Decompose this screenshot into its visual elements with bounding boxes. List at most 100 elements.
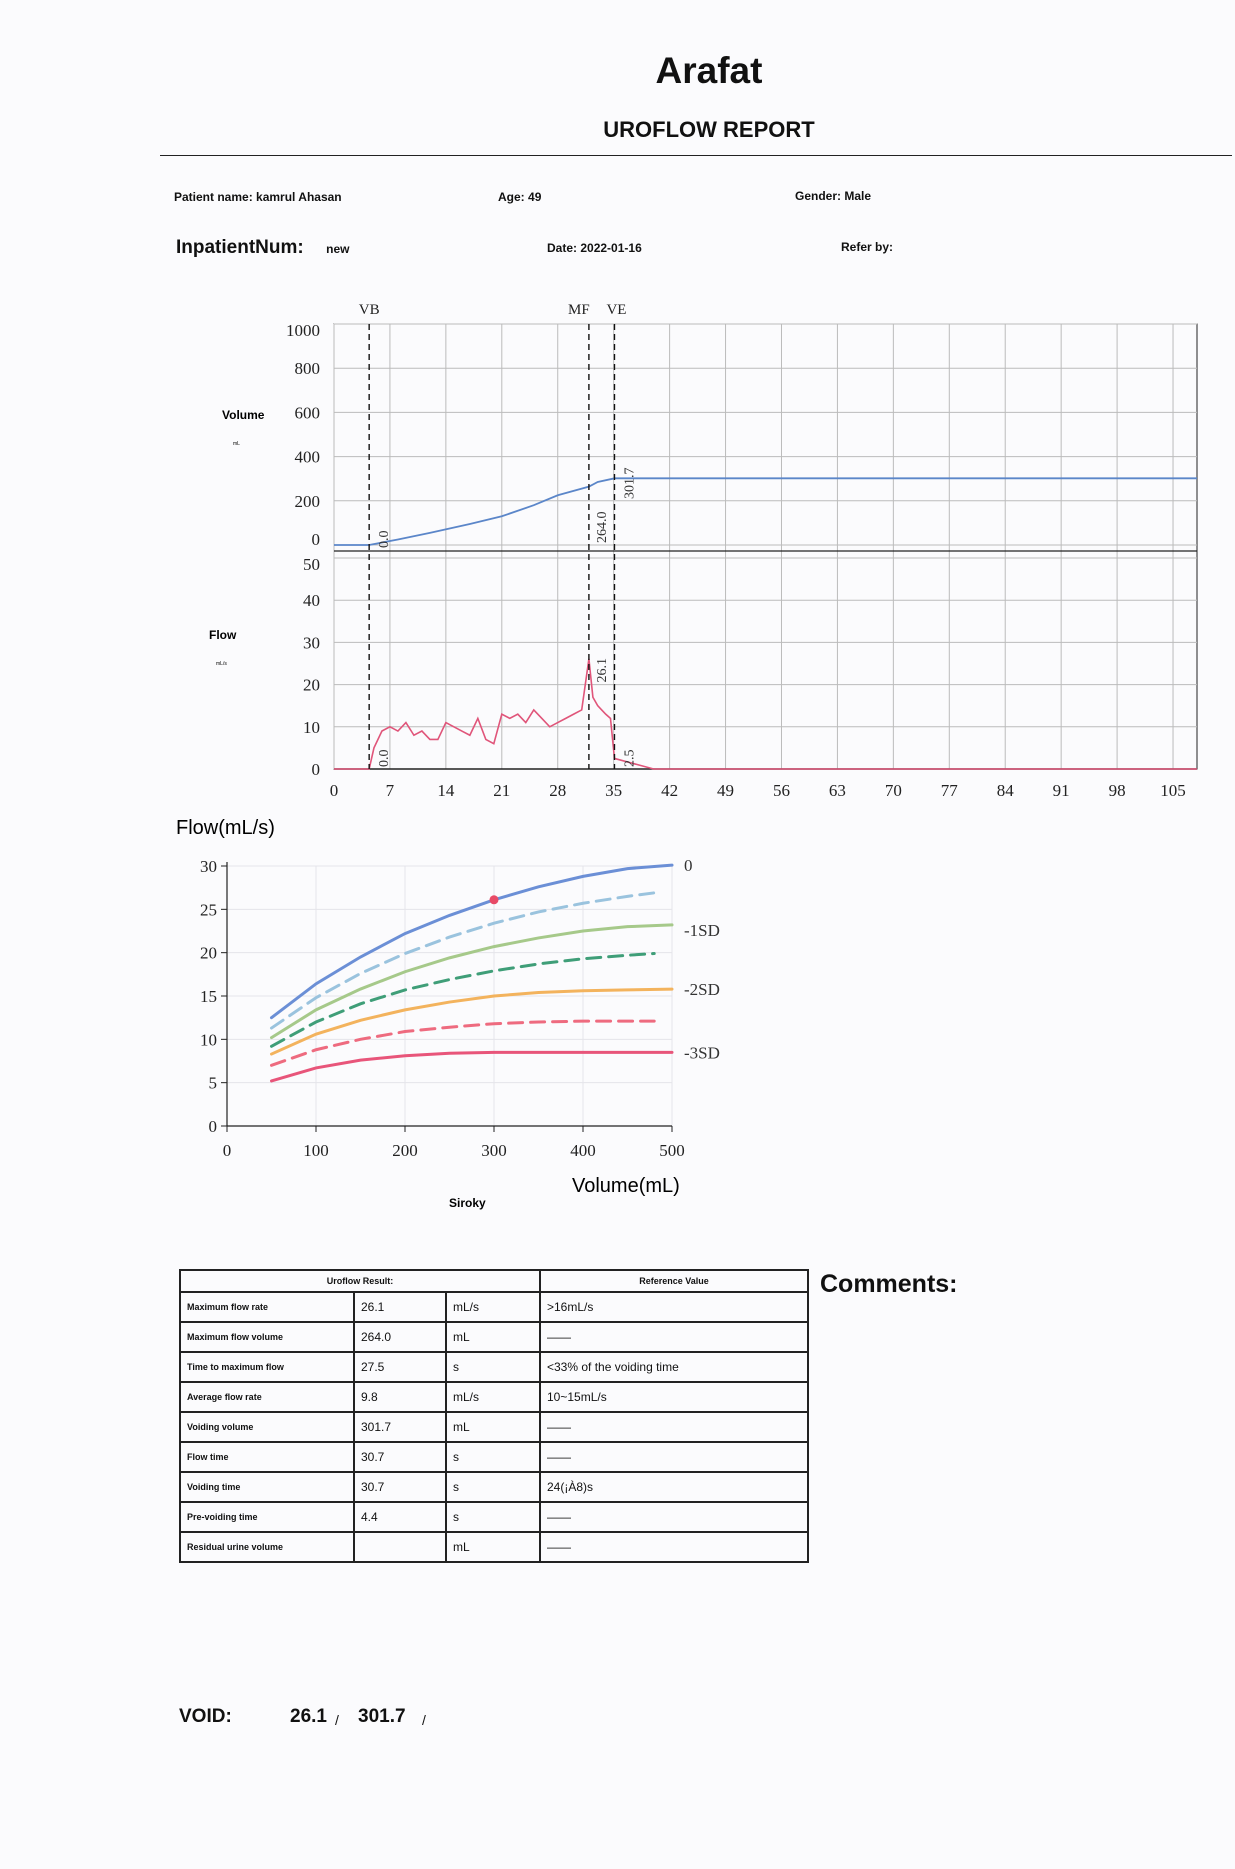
x-tick-label: 91 bbox=[1053, 781, 1070, 800]
volume-axis-label: Volume bbox=[222, 408, 265, 422]
patient-name-field: Patient name: kamrul Ahasan bbox=[174, 190, 342, 204]
inpatient-value: new bbox=[326, 242, 350, 256]
flow-tick-label: 10 bbox=[303, 718, 320, 737]
patient-name-label: Patient name: bbox=[174, 190, 253, 204]
refer-field: Refer by: bbox=[841, 240, 893, 254]
chart-frame bbox=[333, 323, 1198, 770]
siroky-x-axis-label: Volume(mL) bbox=[572, 1175, 680, 1197]
result-value: 264.0 bbox=[353, 1321, 447, 1353]
result-label: Voiding time bbox=[179, 1471, 355, 1503]
siroky-curves bbox=[270, 863, 674, 1083]
volume-tick-label: 600 bbox=[295, 403, 321, 422]
comments-label: Comments: bbox=[820, 1270, 958, 1298]
result-label: Voiding volume bbox=[179, 1411, 355, 1443]
result-row: Maximum flow rate 26.1 mL/s >16mL/s bbox=[179, 1291, 809, 1323]
siroky-curve-5 bbox=[270, 1019, 656, 1067]
marker-label-vb: VB bbox=[359, 302, 380, 318]
x-tick-label: 28 bbox=[549, 781, 566, 800]
inpatient-field: InpatientNum: new bbox=[176, 237, 350, 259]
x-tick-label: 7 bbox=[386, 781, 395, 800]
sd-label: -1SD bbox=[684, 921, 720, 940]
siroky-grid bbox=[227, 865, 673, 1126]
flow-axis-label: Flow bbox=[209, 628, 237, 642]
volume-annotation-start: 0.0 bbox=[377, 531, 392, 549]
date-label: Date: bbox=[547, 241, 578, 255]
age-label: Age: bbox=[498, 190, 525, 204]
gender-label: Gender: bbox=[795, 189, 842, 203]
result-unit: mL bbox=[446, 1411, 541, 1443]
x-tick-label: 70 bbox=[885, 781, 902, 800]
siroky-curve-3 bbox=[270, 952, 656, 1048]
result-value: 30.7 bbox=[353, 1441, 447, 1473]
result-value bbox=[353, 1531, 447, 1563]
void-volume: 301.7 bbox=[358, 1706, 406, 1727]
result-row: Maximum flow volume 264.0 mL —— bbox=[179, 1321, 809, 1353]
x-tick-label: 35 bbox=[605, 781, 622, 800]
siroky-y-axis-label: Flow(mL/s) bbox=[176, 817, 275, 839]
siroky-x-tick-label: 300 bbox=[481, 1141, 507, 1160]
flow-tick-label: 20 bbox=[303, 676, 320, 695]
patient-name-value: kamrul Ahasan bbox=[256, 190, 342, 204]
report-title: Arafat bbox=[655, 50, 763, 91]
result-row: Pre-voiding time 4.4 s —— bbox=[179, 1501, 809, 1533]
siroky-x-tick-label: 400 bbox=[570, 1141, 596, 1160]
age-field: Age: 49 bbox=[498, 190, 541, 204]
result-unit: s bbox=[446, 1441, 541, 1473]
result-reference: —— bbox=[539, 1501, 809, 1533]
result-row: Voiding time 30.7 s 24(¡À8)s bbox=[179, 1471, 809, 1503]
marker-label-ve: VE bbox=[606, 302, 626, 318]
result-label: Maximum flow rate bbox=[179, 1291, 355, 1323]
void-max-flow: 26.1 bbox=[290, 1706, 327, 1727]
header-divider bbox=[160, 155, 1232, 156]
result-unit: mL/s bbox=[446, 1381, 541, 1413]
report-subtitle: UROFLOW REPORT bbox=[603, 117, 815, 142]
date-field: Date: 2022-01-16 bbox=[547, 241, 642, 255]
result-row: Flow time 30.7 s —— bbox=[179, 1441, 809, 1473]
result-value: 301.7 bbox=[353, 1411, 447, 1443]
siroky-x-tick-label: 200 bbox=[392, 1141, 418, 1160]
result-value: 4.4 bbox=[353, 1501, 447, 1533]
siroky-x-tick-label: 0 bbox=[223, 1141, 232, 1160]
siroky-y-tick-label: 15 bbox=[200, 987, 217, 1006]
volume-axis-unit: mL bbox=[233, 441, 240, 447]
void-label: VOID: bbox=[179, 1706, 232, 1727]
result-value: 27.5 bbox=[353, 1351, 447, 1383]
uroflow-results-table: Uroflow Result: Reference Value Maximum … bbox=[179, 1269, 809, 1563]
flow-tick-label: 40 bbox=[303, 591, 320, 610]
x-tick-label: 0 bbox=[330, 781, 339, 800]
sd-label: -2SD bbox=[684, 980, 720, 999]
result-unit: mL/s bbox=[446, 1291, 541, 1323]
flow-annotation-max: 26.1 bbox=[595, 658, 610, 683]
siroky-sd-labels: 0 -1SD -2SD -3SD bbox=[684, 856, 720, 1062]
result-reference: <33% of the voiding time bbox=[539, 1351, 809, 1383]
results-header-row: Uroflow Result: Reference Value bbox=[179, 1269, 809, 1293]
result-label: Maximum flow volume bbox=[179, 1321, 355, 1353]
result-reference: —— bbox=[539, 1321, 809, 1353]
result-label: Average flow rate bbox=[179, 1381, 355, 1413]
x-tick-label: 105 bbox=[1160, 781, 1186, 800]
x-tick-label: 21 bbox=[493, 781, 510, 800]
siroky-y-tick-label: 5 bbox=[209, 1074, 218, 1093]
void-separator-2: / bbox=[422, 1712, 426, 1728]
flow-annotation-end: 2.5 bbox=[622, 750, 637, 768]
siroky-title: Siroky bbox=[449, 1196, 486, 1210]
volume-tick-label: 1000 bbox=[286, 321, 320, 340]
result-label: Time to maximum flow bbox=[179, 1351, 355, 1383]
result-unit: s bbox=[446, 1471, 541, 1503]
result-unit: mL bbox=[446, 1531, 541, 1563]
result-unit: s bbox=[446, 1501, 541, 1533]
result-reference: >16mL/s bbox=[539, 1291, 809, 1323]
results-header-left: Uroflow Result: bbox=[179, 1269, 541, 1293]
inpatient-label: InpatientNum: bbox=[176, 237, 304, 258]
age-value: 49 bbox=[528, 190, 542, 204]
siroky-x-tick-label: 100 bbox=[303, 1141, 329, 1160]
volume-flow-chart: 0 7 14 21 28 35 42 49 56 63 70 77 84 91 98 105100080060… bbox=[209, 302, 1198, 800]
siroky-x-tick-label: 500 bbox=[659, 1141, 685, 1160]
patient-point bbox=[489, 895, 499, 905]
result-reference: —— bbox=[539, 1441, 809, 1473]
flow-tick-label: 30 bbox=[303, 633, 320, 652]
x-tick-label: 49 bbox=[717, 781, 734, 800]
siroky-y-tick-label: 0 bbox=[209, 1117, 218, 1136]
volume-tick-label: 200 bbox=[295, 492, 321, 511]
volume-tick-label: 800 bbox=[295, 359, 321, 378]
